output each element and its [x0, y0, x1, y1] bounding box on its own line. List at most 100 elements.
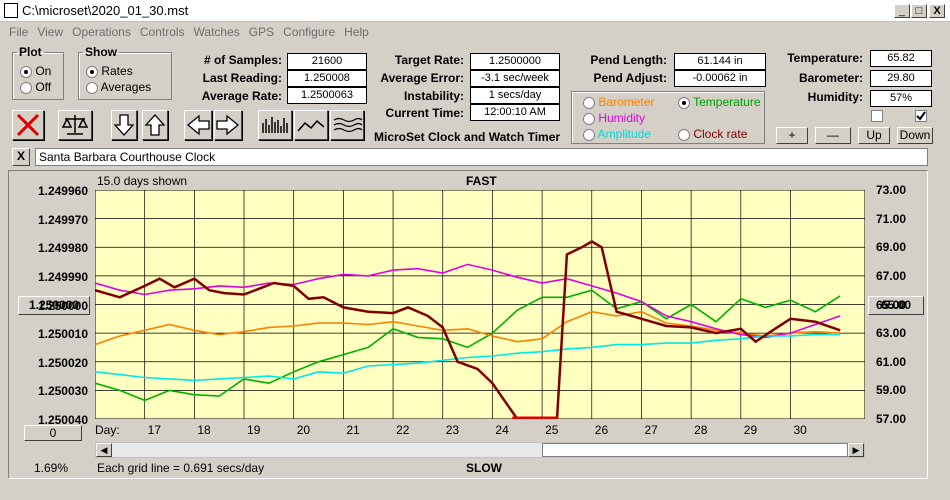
red-x-icon: [16, 113, 40, 137]
x-tick: 21: [346, 423, 360, 437]
close-button[interactable]: X: [929, 4, 945, 18]
y-tick-left: 1.249970: [37, 212, 88, 227]
humidity-label: Humidity:: [807, 90, 863, 104]
menu-gps[interactable]: GPS: [248, 25, 275, 39]
down-arrow-button[interactable]: [111, 110, 137, 140]
fast-label: FAST: [466, 174, 497, 188]
bars-view-button[interactable]: [258, 110, 292, 140]
right-arrow-button[interactable]: [214, 110, 242, 140]
series-humidity-radio[interactable]: Humidity: [583, 111, 645, 125]
show-averages-radio[interactable]: Averages: [86, 80, 151, 94]
checkbox-2[interactable]: [915, 110, 927, 122]
scroll-left-button[interactable]: ◀: [96, 443, 112, 457]
balance-button[interactable]: [58, 110, 92, 140]
arrow-left-icon: [186, 114, 210, 136]
series-temperature-radio[interactable]: Temperature: [678, 95, 761, 109]
app-name-label: MicroSet Clock and Watch Timer: [374, 130, 561, 144]
left-scale-button[interactable]: 0: [24, 425, 82, 441]
plot-area: [95, 190, 865, 419]
instability-value: 1 secs/day: [470, 87, 560, 104]
radio-icon: [86, 81, 98, 94]
up-button[interactable]: Up: [858, 127, 890, 144]
scale-icon: [61, 115, 89, 135]
show-rates-label: Rates: [101, 64, 133, 78]
plus-button[interactable]: +: [776, 127, 808, 144]
grid-note-label: Each grid line = 0.691 secs/day: [97, 461, 265, 475]
minus-button[interactable]: —: [815, 127, 851, 144]
x-tick: 17: [147, 423, 162, 437]
series-line-clock-rate: [95, 240, 841, 419]
y-tick-right: 69.00: [876, 240, 907, 255]
y-tick-right: 57.00: [876, 412, 907, 426]
left-arrow-button[interactable]: [184, 110, 212, 140]
menu-file[interactable]: File: [9, 25, 29, 39]
menu-help[interactable]: Help: [344, 25, 369, 39]
y-tick-right: 67.00: [876, 268, 907, 283]
series-line-amplitude: [95, 333, 841, 382]
menu-view[interactable]: View: [37, 25, 64, 39]
x-tick: 18: [197, 423, 211, 437]
radio-icon: [583, 112, 595, 125]
plot-on-radio[interactable]: On: [20, 64, 51, 78]
checkbox-1[interactable]: [871, 110, 883, 122]
series-amplitude-radio[interactable]: Amplitude: [583, 127, 651, 141]
watch-name-field[interactable]: Santa Barbara Courthouse Clock: [35, 148, 928, 166]
show-averages-label: Averages: [100, 80, 152, 94]
series-amplitude-label: Amplitude: [597, 127, 652, 141]
center-rate-button[interactable]: 1.250000: [18, 296, 90, 315]
up-arrow-button[interactable]: [142, 110, 168, 140]
samples-label: # of Samples:: [203, 53, 282, 67]
down-button[interactable]: Down: [897, 127, 933, 144]
y-tick-left: 1.249980: [37, 241, 88, 256]
series-barometer-radio[interactable]: Barometer: [583, 95, 654, 109]
x-tick: 20: [296, 423, 311, 437]
series-line-barometer: [95, 310, 841, 346]
show-legend: Show: [85, 45, 117, 59]
pend-length-value: 61.144 in: [674, 53, 766, 70]
y-tick-left: 1.250020: [37, 355, 88, 370]
temperature-label: Temperature:: [787, 51, 863, 65]
radio-selected-icon: [86, 65, 98, 78]
average-rate-value: 1.2500063: [287, 87, 367, 104]
radio-icon: [583, 96, 595, 109]
menu-controls[interactable]: Controls: [139, 25, 185, 39]
scroll-thumb[interactable]: [542, 443, 848, 457]
percent-label: 1.69%: [34, 461, 69, 475]
scroll-right-button[interactable]: ▶: [848, 443, 864, 457]
y-tick-right: 71.00: [876, 211, 907, 226]
y-tick-left: 1.249960: [37, 184, 88, 198]
x-tick: 26: [594, 423, 609, 437]
last-reading-label: Last Reading:: [202, 71, 282, 85]
chart-panel: [8, 170, 928, 479]
y-tick-right: 61.00: [876, 354, 907, 369]
series-clockrate-radio[interactable]: Clock rate: [678, 127, 747, 141]
pend-adjust-label: Pend Adjust:: [593, 71, 667, 85]
app-icon: [4, 3, 18, 18]
barometer-label: Barometer:: [798, 71, 863, 85]
menu-watches[interactable]: Watches: [193, 25, 240, 39]
show-rates-radio[interactable]: Rates: [86, 64, 133, 78]
clear-button[interactable]: [12, 110, 44, 140]
series-humidity-label: Humidity: [598, 111, 646, 125]
menu-operations[interactable]: Operations: [72, 25, 131, 39]
series-clockrate-label: Clock rate: [693, 127, 748, 141]
close-watch-button[interactable]: X: [12, 148, 30, 166]
pend-length-label: Pend Length:: [590, 53, 667, 67]
maximize-button[interactable]: □: [911, 4, 927, 18]
radio-icon: [678, 128, 690, 141]
right-scale-button[interactable]: 65.00: [868, 296, 924, 315]
y-tick-left: 1.249990: [37, 269, 88, 284]
plot-off-radio[interactable]: Off: [20, 80, 51, 94]
horizontal-scrollbar[interactable]: ◀ ▶: [95, 442, 865, 458]
humidity-value: 57%: [870, 90, 932, 107]
wave-view-button[interactable]: [330, 110, 364, 140]
target-rate-value[interactable]: 1.2500000: [470, 53, 560, 70]
line-chart-icon: [297, 119, 325, 132]
menu-configure[interactable]: Configure: [283, 25, 336, 39]
radio-selected-icon: [678, 96, 690, 109]
line-view-button[interactable]: [294, 110, 328, 140]
y-tick-left: 1.250000: [37, 298, 88, 313]
minimize-button[interactable]: _: [894, 4, 910, 18]
plot-group: Plot: [12, 45, 64, 100]
check-icon: [916, 111, 926, 121]
